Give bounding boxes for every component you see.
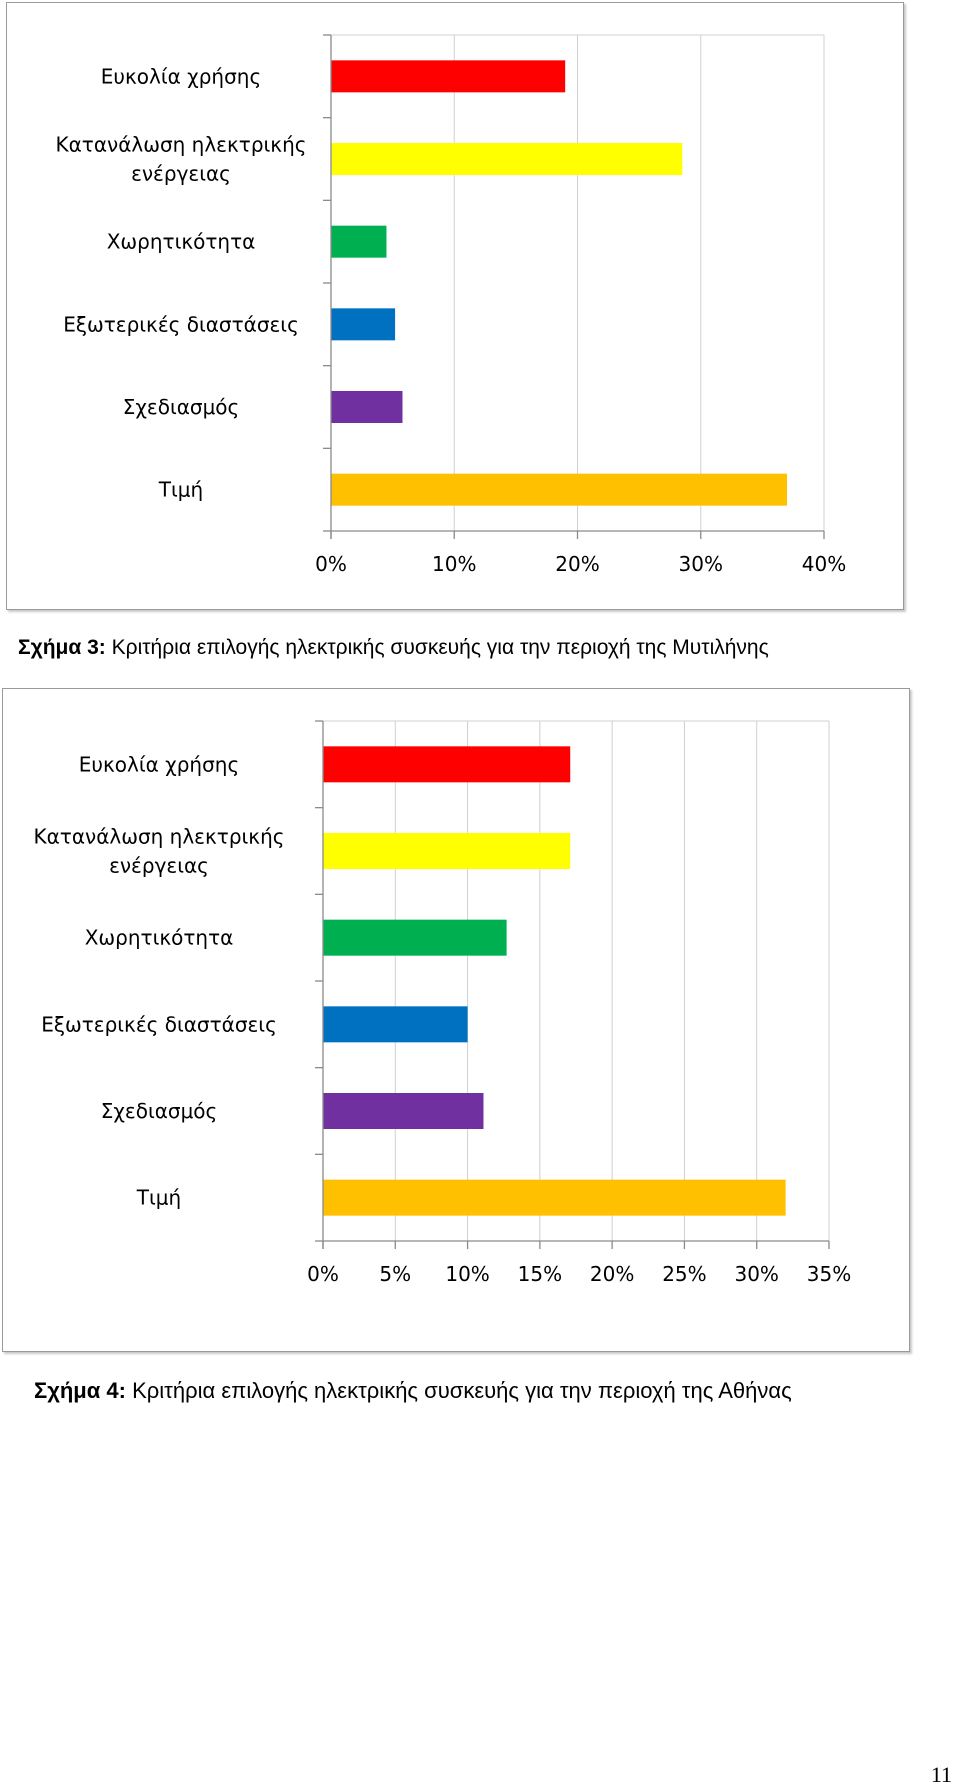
figure-caption-mytilene: Σχήμα 3: Κριτήρια επιλογής ηλεκτρικής συ… xyxy=(18,636,769,660)
category-label: Εξωτερικές διαστάσεις xyxy=(41,1012,277,1036)
x-tick-label: 5% xyxy=(379,1262,411,1286)
bar xyxy=(331,60,566,93)
bar xyxy=(323,1179,786,1216)
figure-caption-text: Κριτήρια επιλογής ηλεκτρικής συσκευής γι… xyxy=(111,636,769,659)
category-label: Σχεδιασμός xyxy=(123,395,240,419)
bar xyxy=(331,225,387,258)
chart-athens-svg: 0% 5% 10% 15% 20% 25% 30% 35% Ευκολία χρήσης Κατα… xyxy=(34,720,851,1286)
category-label: Χωρητικότητα xyxy=(107,230,256,254)
category-label: Ευκολία χρήσης xyxy=(101,64,261,88)
bar xyxy=(331,143,683,175)
category-label: Ευκολία χρήσης xyxy=(79,752,239,776)
chart-mytilene-svg: 0% 10% 20% 30% 40% Ευκολία χρήσης Κατανάλωση η… xyxy=(56,34,846,576)
category-label: Κατανάλωση ηλεκτρικής ενέργειας xyxy=(34,825,285,878)
category-label: Χωρητικότητα xyxy=(85,926,234,950)
figure-caption-athens: Σχήμα 4: Κριτήρια επιλογής ηλεκτρικής συ… xyxy=(34,1378,792,1404)
figure-caption-text: Κριτήρια επιλογής ηλεκτρικής συσκευής γι… xyxy=(132,1378,792,1403)
x-tick-label: 0% xyxy=(315,552,347,576)
category-label: Τιμή xyxy=(136,1186,181,1210)
category-label: Κατανάλωση ηλεκτρικής ενέργειας xyxy=(56,133,307,186)
bar xyxy=(331,391,403,423)
x-tick-label: 35% xyxy=(807,1262,851,1286)
x-tick-label: 30% xyxy=(734,1262,778,1286)
x-tick-label: 0% xyxy=(307,1262,339,1286)
x-tick-label: 15% xyxy=(518,1262,562,1286)
x-tick-label: 10% xyxy=(432,552,476,576)
x-tick-label: 40% xyxy=(802,552,846,576)
chart-mytilene: 0% 10% 20% 30% 40% Ευκολία χρήσης Κατανάλωση η… xyxy=(6,2,904,610)
figure-caption-label: Σχήμα 4: xyxy=(34,1378,126,1403)
bar xyxy=(323,1006,468,1043)
x-tick-label: 25% xyxy=(662,1262,706,1286)
category-label: Σχεδιασμός xyxy=(101,1099,218,1123)
bar xyxy=(331,308,396,341)
x-tick-label: 20% xyxy=(555,552,599,576)
chart-athens: 0% 5% 10% 15% 20% 25% 30% 35% Ευκολία χρήσης Κατα… xyxy=(2,688,910,1352)
bar xyxy=(323,833,571,869)
category-label: Τιμή xyxy=(158,478,203,502)
bar xyxy=(331,473,788,506)
x-tick-label: 30% xyxy=(679,552,723,576)
category-label: Εξωτερικές διαστάσεις xyxy=(63,312,299,336)
x-tick-label: 20% xyxy=(590,1262,634,1286)
bar xyxy=(323,919,507,956)
bar xyxy=(323,1093,484,1129)
page-number: 11 xyxy=(930,1762,952,1787)
x-tick-label: 10% xyxy=(445,1262,489,1286)
bar xyxy=(323,746,571,783)
figure-caption-label: Σχήμα 3: xyxy=(18,636,106,659)
